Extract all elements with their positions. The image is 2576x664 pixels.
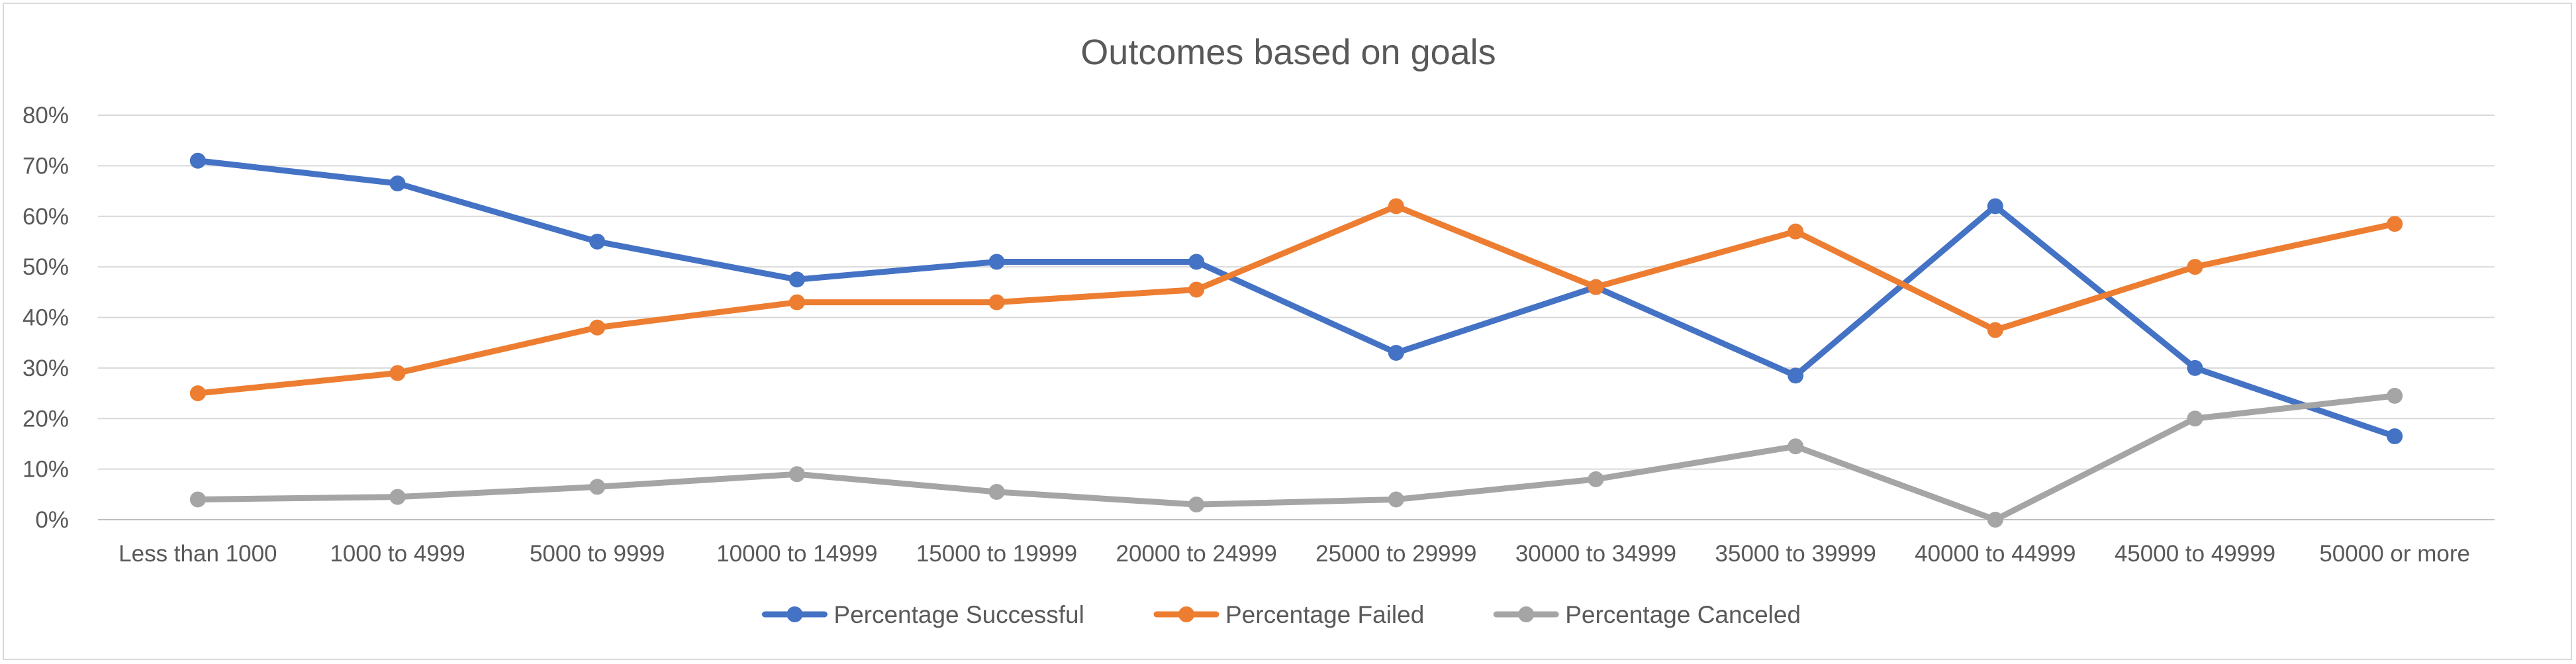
- data-point: [389, 365, 406, 381]
- x-tick-label: 50000 or more: [2319, 541, 2470, 567]
- x-tick-label: 1000 to 4999: [330, 541, 465, 567]
- data-point: [988, 294, 1005, 310]
- series-line: [195, 158, 2398, 440]
- y-tick-label: 10%: [23, 457, 69, 483]
- data-point: [1188, 281, 1205, 298]
- x-tick-label: 15000 to 19999: [916, 541, 1077, 567]
- x-tick-label: 45000 to 49999: [2115, 541, 2275, 567]
- data-point: [1788, 367, 1804, 384]
- x-tick-label: 35000 to 39999: [1715, 541, 1876, 567]
- data-point: [1388, 491, 1404, 508]
- data-point: [389, 489, 406, 505]
- x-tick-label: 10000 to 14999: [716, 541, 877, 567]
- x-tick-label: 25000 to 29999: [1315, 541, 1476, 567]
- data-point: [2187, 359, 2203, 376]
- chart-title: Outcomes based on goals: [1080, 32, 1496, 72]
- data-point: [1588, 279, 1604, 295]
- y-tick-label: 70%: [23, 153, 69, 179]
- series-lines: [189, 152, 2403, 528]
- data-point: [1788, 438, 1804, 455]
- chart-frame: [3, 3, 2572, 660]
- data-point: [988, 254, 1005, 270]
- data-point: [589, 319, 606, 336]
- legend-swatch-marker: [787, 606, 803, 622]
- data-point: [1388, 198, 1404, 214]
- data-point: [1388, 344, 1404, 361]
- legend-label: Percentage Canceled: [1565, 601, 1801, 628]
- series-percentage-canceled: [189, 387, 2403, 528]
- data-point: [988, 483, 1005, 500]
- data-point: [2387, 387, 2403, 404]
- y-tick-label: 80%: [23, 103, 69, 128]
- data-point: [189, 152, 206, 169]
- data-point: [2387, 216, 2403, 232]
- data-point: [788, 466, 805, 483]
- data-point: [189, 491, 206, 508]
- legend: Percentage Successful Percentage Failed Pe…: [761, 601, 1801, 628]
- series-percentage-successful: [189, 152, 2403, 444]
- series-line: [195, 203, 2398, 397]
- legend-item: Percentage Successful: [761, 601, 1084, 628]
- data-point: [1188, 254, 1205, 270]
- data-point: [589, 233, 606, 250]
- y-axis-labels: 0% 10% 20% 30% 40% 50% 60% 70% 80%: [23, 103, 69, 533]
- y-tick-label: 20%: [23, 406, 69, 432]
- y-tick-label: 30%: [23, 356, 69, 381]
- legend-item: Percentage Failed: [1153, 601, 1424, 628]
- data-point: [788, 271, 805, 288]
- x-tick-label: 5000 to 9999: [530, 541, 665, 567]
- data-point: [2387, 428, 2403, 444]
- data-point: [1788, 223, 1804, 240]
- legend-item: Percentage Canceled: [1493, 601, 1801, 628]
- data-point: [1188, 497, 1205, 513]
- legend-label: Percentage Successful: [834, 601, 1084, 628]
- data-point: [1987, 198, 2003, 214]
- data-point: [2187, 410, 2203, 427]
- legend-label: Percentage Failed: [1225, 601, 1424, 628]
- data-point: [589, 479, 606, 495]
- legend-swatch-marker: [1178, 606, 1194, 622]
- gridlines: [98, 115, 2495, 520]
- legend-swatch-marker: [1518, 606, 1535, 622]
- data-point: [1987, 512, 2003, 528]
- y-tick-label: 40%: [23, 305, 69, 331]
- data-point: [389, 175, 406, 192]
- data-point: [1987, 322, 2003, 338]
- y-tick-label: 0%: [35, 507, 69, 533]
- data-point: [2187, 259, 2203, 275]
- y-tick-label: 60%: [23, 204, 69, 230]
- data-point: [189, 385, 206, 402]
- series-line: [195, 393, 2398, 523]
- x-axis-labels: Less than 1000 1000 to 4999 5000 to 9999 10…: [119, 541, 2470, 567]
- y-tick-label: 50%: [23, 254, 69, 280]
- x-tick-label: Less than 1000: [119, 541, 277, 567]
- data-point: [1588, 471, 1604, 487]
- series-percentage-failed: [189, 198, 2403, 402]
- x-tick-label: 20000 to 24999: [1116, 541, 1277, 567]
- data-point: [788, 294, 805, 310]
- x-tick-label: 30000 to 34999: [1515, 541, 1676, 567]
- x-tick-label: 40000 to 44999: [1915, 541, 2075, 567]
